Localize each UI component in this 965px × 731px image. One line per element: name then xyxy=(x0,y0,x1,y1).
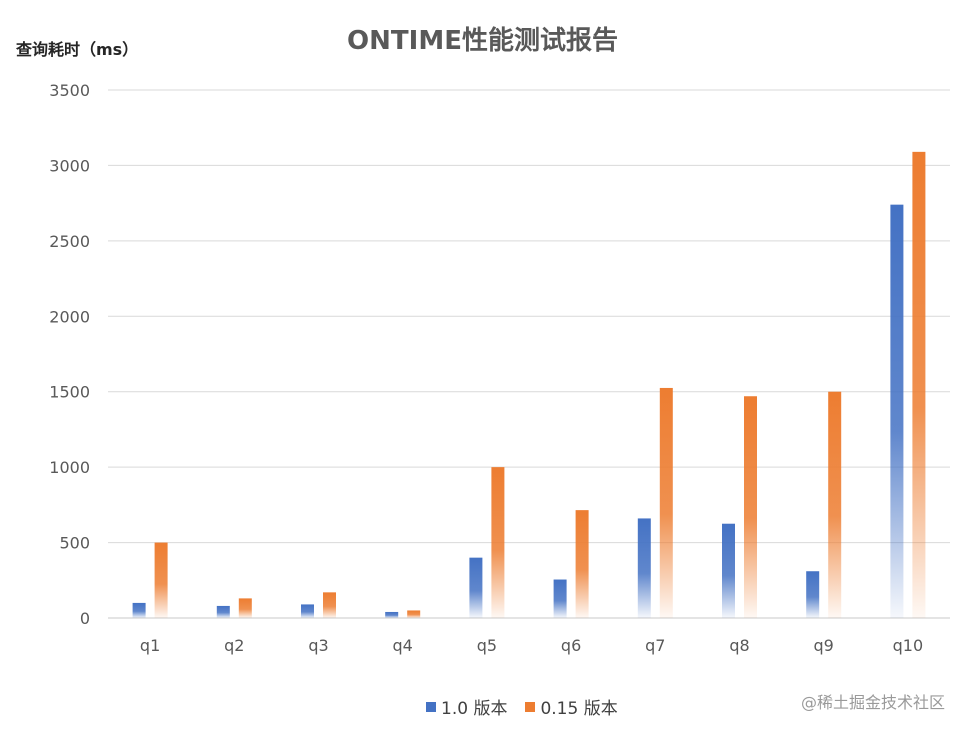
y-tick-label: 3000 xyxy=(49,156,90,175)
y-axis-label: 查询耗时（ms） xyxy=(16,40,139,59)
bar-q6-series-2 xyxy=(575,510,589,618)
x-tick-label: q6 xyxy=(561,636,581,655)
bar-q8-series-1 xyxy=(722,523,735,618)
y-tick-label: 500 xyxy=(59,534,90,553)
legend-item-series-1: 1.0 版本 xyxy=(426,694,507,719)
x-tick-label: q9 xyxy=(814,636,834,655)
legend: 1.0 版本 0.15 版本 xyxy=(426,694,636,719)
bar-q4-series-1 xyxy=(385,611,399,618)
bar-q2-series-2 xyxy=(238,598,252,618)
bar-q10-series-2 xyxy=(912,151,926,618)
legend-swatch-series-2 xyxy=(525,701,536,712)
bar-q7-series-2 xyxy=(659,387,673,618)
y-tick-label: 2000 xyxy=(49,307,90,326)
x-tick-label: q3 xyxy=(308,636,328,655)
chart-title: ONTIME性能测试报告 xyxy=(347,26,618,56)
x-tick-label: q1 xyxy=(140,636,160,655)
bar-q3-series-2 xyxy=(323,592,336,618)
bar-q9-series-2 xyxy=(828,391,842,618)
bar-q4-series-2 xyxy=(407,610,421,618)
y-tick-label: 1000 xyxy=(49,458,90,477)
x-tick-label: q5 xyxy=(477,636,497,655)
x-tick-label: q7 xyxy=(645,636,665,655)
legend-swatch-series-1 xyxy=(426,701,436,712)
bar-q10-series-1 xyxy=(890,204,904,618)
bar-q1-series-1 xyxy=(132,602,146,618)
x-tick-label: q4 xyxy=(393,636,413,655)
x-tick-label: q8 xyxy=(729,636,749,655)
bar-q6-series-1 xyxy=(553,579,567,618)
bar-q5-series-2 xyxy=(491,467,505,618)
bar-q5-series-1 xyxy=(469,557,483,618)
bar-q2-series-1 xyxy=(216,605,230,618)
y-tick-label: 2500 xyxy=(49,232,90,251)
bar-q1-series-2 xyxy=(154,542,168,618)
bar-q9-series-1 xyxy=(806,571,820,618)
legend-item-series-2: 0.15 版本 xyxy=(525,694,618,719)
legend-label-series-2: 0.15 版本 xyxy=(540,699,618,719)
y-tick-label: 1500 xyxy=(49,383,90,402)
x-tick-label: q2 xyxy=(224,636,244,655)
y-tick-label: 3500 xyxy=(49,81,90,100)
y-tick-label: 0 xyxy=(80,609,90,628)
watermark: @稀土掘金技术社区 xyxy=(800,693,945,712)
x-tick-label: q10 xyxy=(893,636,924,655)
bar-q7-series-1 xyxy=(637,518,651,618)
legend-label-series-1: 1.0 版本 xyxy=(441,699,508,719)
bar-q3-series-1 xyxy=(301,604,314,618)
bar-q8-series-2 xyxy=(744,396,757,618)
